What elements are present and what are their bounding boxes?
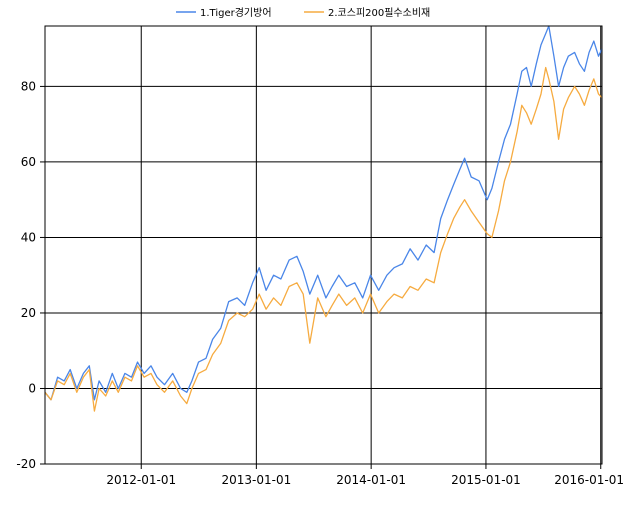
y-tick-label: 60 — [21, 155, 36, 169]
y-tick-label: 40 — [21, 230, 36, 244]
legend-label-series-1: 1.Tiger경기방어 — [200, 6, 272, 19]
x-tick-label: 2014-01-01 — [336, 473, 406, 487]
x-tick-label: 2012-01-01 — [106, 473, 176, 487]
y-axis: -20 0 20 40 60 80 — [16, 79, 45, 471]
y-tick-label: 20 — [21, 306, 36, 320]
series-line-2 — [44, 66, 603, 412]
legend-label-series-2: 2.코스피200필수소비재 — [328, 7, 430, 19]
series-line-1 — [44, 25, 603, 401]
x-axis: 2012-01-01 2013-01-01 2014-01-01 2015-01-01… — [106, 464, 624, 487]
y-tick-label: 0 — [28, 381, 36, 395]
x-tick-label: 2013-01-01 — [221, 473, 291, 487]
y-tick-label: 80 — [21, 79, 36, 93]
x-tick-label: 2015-01-01 — [451, 473, 521, 487]
gridlines — [45, 26, 602, 465]
y-tick-label: -20 — [16, 457, 36, 471]
series-layer — [44, 25, 603, 412]
plot-area-frame — [44, 25, 603, 465]
x-tick-label: 2016-01-01 — [554, 473, 624, 487]
legend: 1.Tiger경기방어 2.코스피200필수소비재 — [176, 6, 430, 19]
